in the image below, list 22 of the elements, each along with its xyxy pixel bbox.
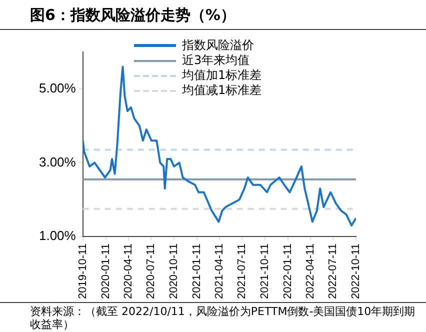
chart-title: 图6：指数风险溢价走势（%） bbox=[30, 6, 236, 25]
x-tick-label: 2022-04-11 bbox=[304, 244, 316, 299]
x-tick-label: 2021-01-11 bbox=[191, 244, 204, 299]
x-tick-label: 2021-07-11 bbox=[236, 244, 248, 299]
text: 资料来源：（截至 2022/10/11，风险溢价为PETTM倒数-美国国债10年期到期收益率） bbox=[30, 305, 416, 331]
x-tick-label: 2021-04-11 bbox=[213, 244, 226, 299]
x-tick-label: 2021-10-11 bbox=[259, 244, 272, 299]
x-tick-label: 2019-10-11 bbox=[76, 244, 89, 299]
legend-label: 指数风险溢价 bbox=[182, 38, 254, 53]
x-tick-label: 2020-10-11 bbox=[168, 244, 180, 299]
y-tick-label: 1.00% bbox=[38, 228, 76, 244]
x-tick-label: 2022-01-11 bbox=[282, 244, 294, 299]
x-tick-label: 2020-07-11 bbox=[145, 244, 158, 299]
x-tick-label: 2022-10-11 bbox=[350, 244, 362, 299]
x-tick-label: 2020-01-11 bbox=[100, 244, 112, 299]
legend-label: 均值加1标准差 bbox=[182, 68, 262, 83]
y-tick-label: 3.00% bbox=[38, 154, 76, 170]
legend-label: 近3年来均值 bbox=[182, 53, 250, 68]
y-tick-label: 5.00% bbox=[38, 80, 76, 96]
legend-label: 均值减1标准差 bbox=[182, 83, 262, 98]
x-tick-label: 2020-04-11 bbox=[122, 244, 134, 299]
x-tick-label: 2022-07-11 bbox=[327, 244, 340, 299]
